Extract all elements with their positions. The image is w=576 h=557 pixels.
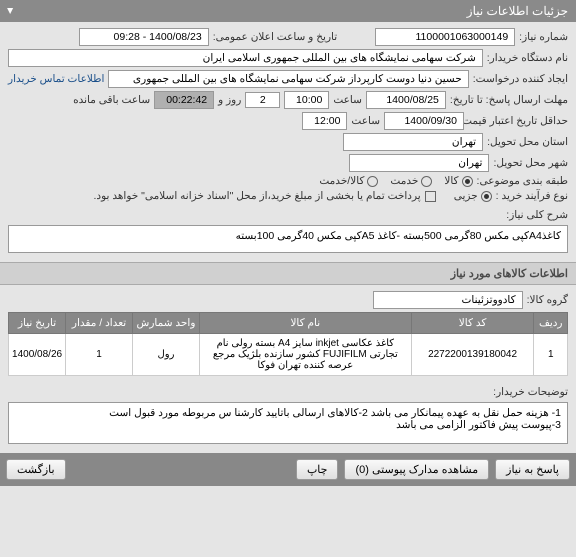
table-row[interactable]: 12272200139180042کاغذ عکاسی inkjet سایز … [9, 334, 568, 376]
radio-partial-circle [481, 191, 492, 202]
province-label: استان محل تحویل: [487, 136, 568, 148]
attachments-button[interactable]: مشاهده مدارک پیوستی (0) [344, 459, 489, 480]
request-number-value: 1100001063000149 [375, 28, 515, 46]
buyer-contact-link[interactable]: اطلاعات تماس خریدار [8, 73, 104, 85]
treasury-note: پرداخت تمام یا بخشی از مبلغ خرید،از محل … [94, 190, 421, 202]
desc-label: شرح کلی نیاز: [506, 205, 568, 221]
min-validity-label: حداقل تاریخ اعتبار قیمت: تا تاریخ: [468, 115, 568, 127]
table-col-header: تعداد / مقدار [66, 313, 133, 334]
radio-partial[interactable]: جزیی [454, 190, 492, 202]
days-and-label: روز و [218, 94, 241, 106]
desc-value: کاغذA4کپی مکس 80گرمی 500بسته -کاغذ A5کپی… [8, 225, 568, 253]
province-value: تهران [343, 133, 483, 151]
radio-goods-circle [462, 176, 473, 187]
hour-label-1: ساعت [333, 94, 362, 106]
back-button[interactable]: بازگشت [6, 459, 66, 480]
form-body: شماره نیاز: 1100001063000149 تاریخ و ساع… [0, 22, 576, 262]
buyer-org-label: نام دستگاه خریدار: [487, 52, 568, 64]
validity-date-value: 1400/09/30 [384, 112, 464, 130]
category-radio-group: کالا خدمت کالا/خدمت [319, 175, 472, 187]
days-remaining-value: 2 [245, 92, 280, 108]
radio-service-label: خدمت [390, 175, 418, 187]
category-label: طبقه بندی موضوعی: [477, 175, 568, 187]
table-col-header: نام کالا [199, 313, 411, 334]
purchase-process-label: نوع فرآیند خرید : [496, 190, 568, 202]
table-col-header: تاریخ نیاز [9, 313, 66, 334]
public-date-value: 1400/08/23 - 09:28 [79, 28, 209, 46]
buyer-desc-value: 1- هزینه حمل نقل به عهده پیمانکار می باش… [8, 402, 568, 444]
request-number-label: شماره نیاز: [519, 31, 568, 43]
table-col-header: کد کالا [411, 313, 534, 334]
goods-group-label: گروه کالا: [527, 294, 568, 306]
goods-group-value: کادووتزئینات [373, 291, 523, 309]
radio-service[interactable]: خدمت [390, 175, 432, 187]
request-creator-value: حسین دنیا دوست کارپرداز شرکت سهامی نمایش… [108, 70, 468, 88]
panel-header: جزئیات اطلاعات نیاز ▸ [0, 0, 576, 22]
radio-partial-label: جزیی [454, 190, 478, 202]
radio-goods[interactable]: کالا [444, 175, 472, 187]
countdown-timer: 00:22:42 [154, 91, 214, 109]
panel-title: جزئیات اطلاعات نیاز [467, 4, 568, 18]
table-cell: کاغذ عکاسی inkjet سایز A4 بسته رولی نام … [199, 334, 411, 376]
treasury-checkbox[interactable] [425, 191, 436, 202]
table-cell: 1400/08/26 [9, 334, 66, 376]
table-cell: 2272200139180042 [411, 334, 534, 376]
items-section-title: اطلاعات کالاهای مورد نیاز [0, 262, 576, 285]
radio-goods-label: کالا [444, 175, 458, 187]
buyer-org-value: شرکت سهامی نمایشگاه های بین المللی جمهور… [8, 49, 483, 67]
table-col-header: ردیف [534, 313, 568, 334]
response-date-value: 1400/08/25 [366, 91, 446, 109]
radio-service-circle [421, 176, 432, 187]
table-cell: رول [133, 334, 200, 376]
print-button[interactable]: چاپ [296, 459, 339, 480]
minimize-icon[interactable]: ▸ [4, 8, 18, 14]
table-body: 12272200139180042کاغذ عکاسی inkjet سایز … [9, 334, 568, 376]
response-deadline-label: مهلت ارسال پاسخ: تا تاریخ: [450, 94, 568, 106]
table-header-row: ردیفکد کالانام کالاواحد شمارشتعداد / مقد… [9, 313, 568, 334]
radio-goods-service-circle [367, 176, 378, 187]
city-value: تهران [349, 154, 489, 172]
radio-goods-service-label: کالا/خدمت [319, 175, 364, 187]
table-col-header: واحد شمارش [133, 313, 200, 334]
request-creator-label: ایجاد کننده درخواست: [473, 73, 568, 85]
public-date-label: تاریخ و ساعت اعلان عمومی: [213, 31, 337, 43]
validity-hour-value: 12:00 [302, 112, 347, 130]
radio-goods-service[interactable]: کالا/خدمت [319, 175, 378, 187]
city-label: شهر محل تحویل: [493, 157, 568, 169]
buyer-desc-label: توضیحات خریدار: [493, 382, 568, 398]
table-cell: 1 [66, 334, 133, 376]
action-bar: پاسخ به نیاز مشاهده مدارک پیوستی (0) چاپ… [0, 453, 576, 486]
reply-button[interactable]: پاسخ به نیاز [495, 459, 570, 480]
response-hour-value: 10:00 [284, 91, 329, 109]
hour-label-2: ساعت [351, 115, 380, 127]
table-cell: 1 [534, 334, 568, 376]
items-table: ردیفکد کالانام کالاواحد شمارشتعداد / مقد… [8, 312, 568, 376]
remaining-label: ساعت باقی مانده [73, 94, 150, 106]
